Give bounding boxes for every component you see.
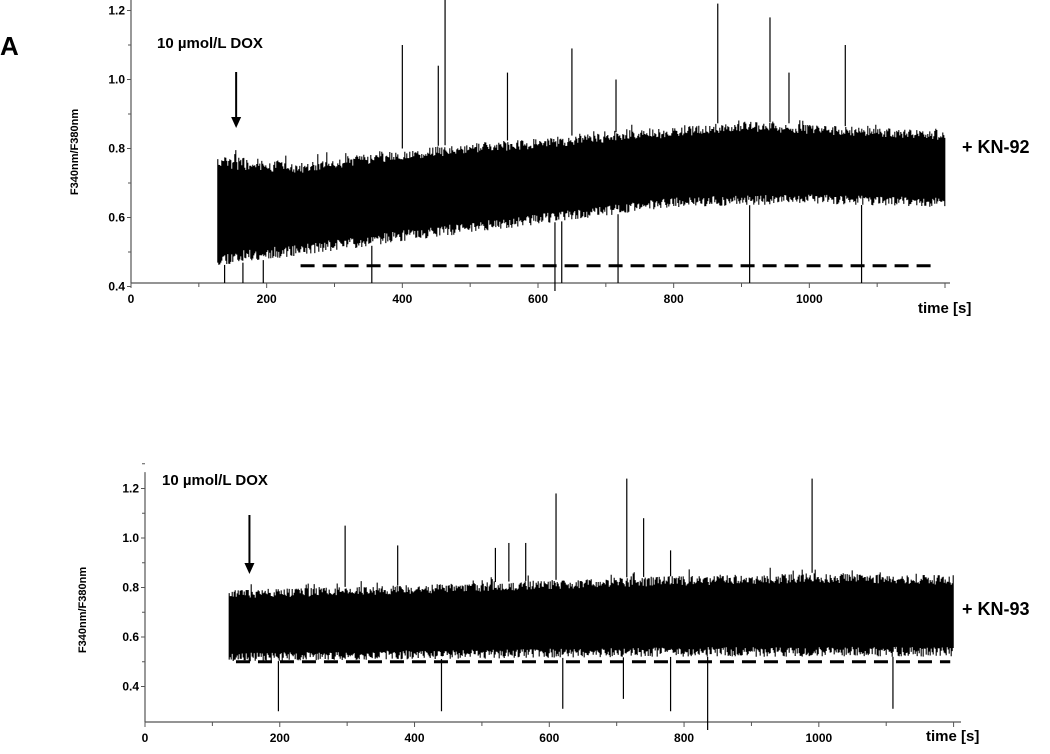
y-tick-label: 0.8 xyxy=(108,142,125,156)
x-tick-label: 600 xyxy=(528,292,548,306)
signal-trace xyxy=(228,567,954,662)
x-tick-label: 1000 xyxy=(796,292,823,306)
x-tick-label: 800 xyxy=(664,292,684,306)
x-tick-label: 0 xyxy=(128,292,135,306)
y-axis-title: F340nm/F380nm xyxy=(77,567,89,653)
condition-label: + KN-93 xyxy=(962,599,1030,619)
y-tick-label: 1.2 xyxy=(108,4,125,18)
panel-letter: A xyxy=(0,31,19,61)
x-tick-label: 1000 xyxy=(805,731,832,745)
y-tick-label: 1.0 xyxy=(122,531,139,545)
annotation-label: 10 µmol/L DOX xyxy=(157,35,263,52)
y-tick-label: 0.6 xyxy=(122,630,139,644)
x-tick-label: 800 xyxy=(674,731,694,745)
x-tick-label: 200 xyxy=(270,731,290,745)
condition-label: + KN-92 xyxy=(962,137,1030,157)
x-tick-label: 400 xyxy=(405,731,425,745)
chart-panel-1: F340nm/F380nm 0.4 0.6 0.8 1.0 1.2 0 200 400 600 80… xyxy=(69,0,1030,317)
x-axis-title: time [s] xyxy=(918,300,971,317)
annotation-arrow-head xyxy=(244,563,255,574)
annotation-arrow-head xyxy=(231,117,242,128)
annotation-label: 10 µmol/L DOX xyxy=(162,472,268,489)
x-axis-title: time [s] xyxy=(926,728,979,745)
y-tick-label: 0.4 xyxy=(108,280,125,294)
chart-panel-2: F340nm/F380nm 0.4 0.6 0.8 1.0 1.2 0 200 400 600 80… xyxy=(77,463,1030,745)
y-tick-label: 0.4 xyxy=(122,680,139,694)
y-tick-label: 0.6 xyxy=(108,211,125,225)
signal-trace xyxy=(217,120,946,265)
x-tick-label: 200 xyxy=(257,292,277,306)
y-tick-label: 1.2 xyxy=(122,482,139,496)
x-tick-label: 400 xyxy=(392,292,412,306)
x-tick-label: 600 xyxy=(539,731,559,745)
y-tick-label: 1.0 xyxy=(108,73,125,87)
x-tick-label: 0 xyxy=(142,731,149,745)
y-tick-label: 0.8 xyxy=(122,581,139,595)
y-axis-title: F340nm/F380nm xyxy=(69,109,81,195)
